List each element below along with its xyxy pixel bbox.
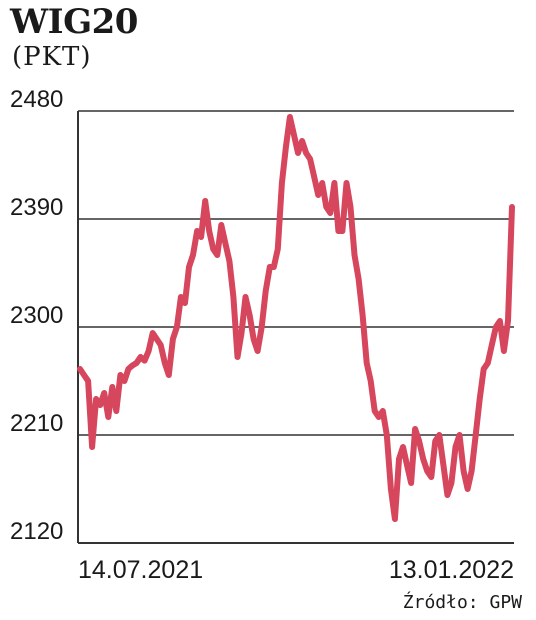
y-tick-label-2120: 2120 xyxy=(10,518,63,545)
x-start-label: 14.07.2021 xyxy=(78,556,203,584)
chart-title: WIG20 xyxy=(10,2,138,42)
series-line-wig20 xyxy=(77,114,515,522)
y-tick-label-2390: 2390 xyxy=(10,194,63,221)
y-tick-label-2480: 2480 xyxy=(10,86,63,113)
x-end-label: 13.01.2022 xyxy=(389,556,514,584)
y-tick-label-2210: 2210 xyxy=(10,410,63,437)
y-tick-label-2300: 2300 xyxy=(10,302,63,329)
source-note: Źródło: GPW xyxy=(402,592,522,613)
unit-label: (PKT) xyxy=(12,42,92,72)
grid-lines xyxy=(78,110,514,436)
y-tick-labels: 2120 2210 2300 2390 2480 xyxy=(10,86,63,545)
